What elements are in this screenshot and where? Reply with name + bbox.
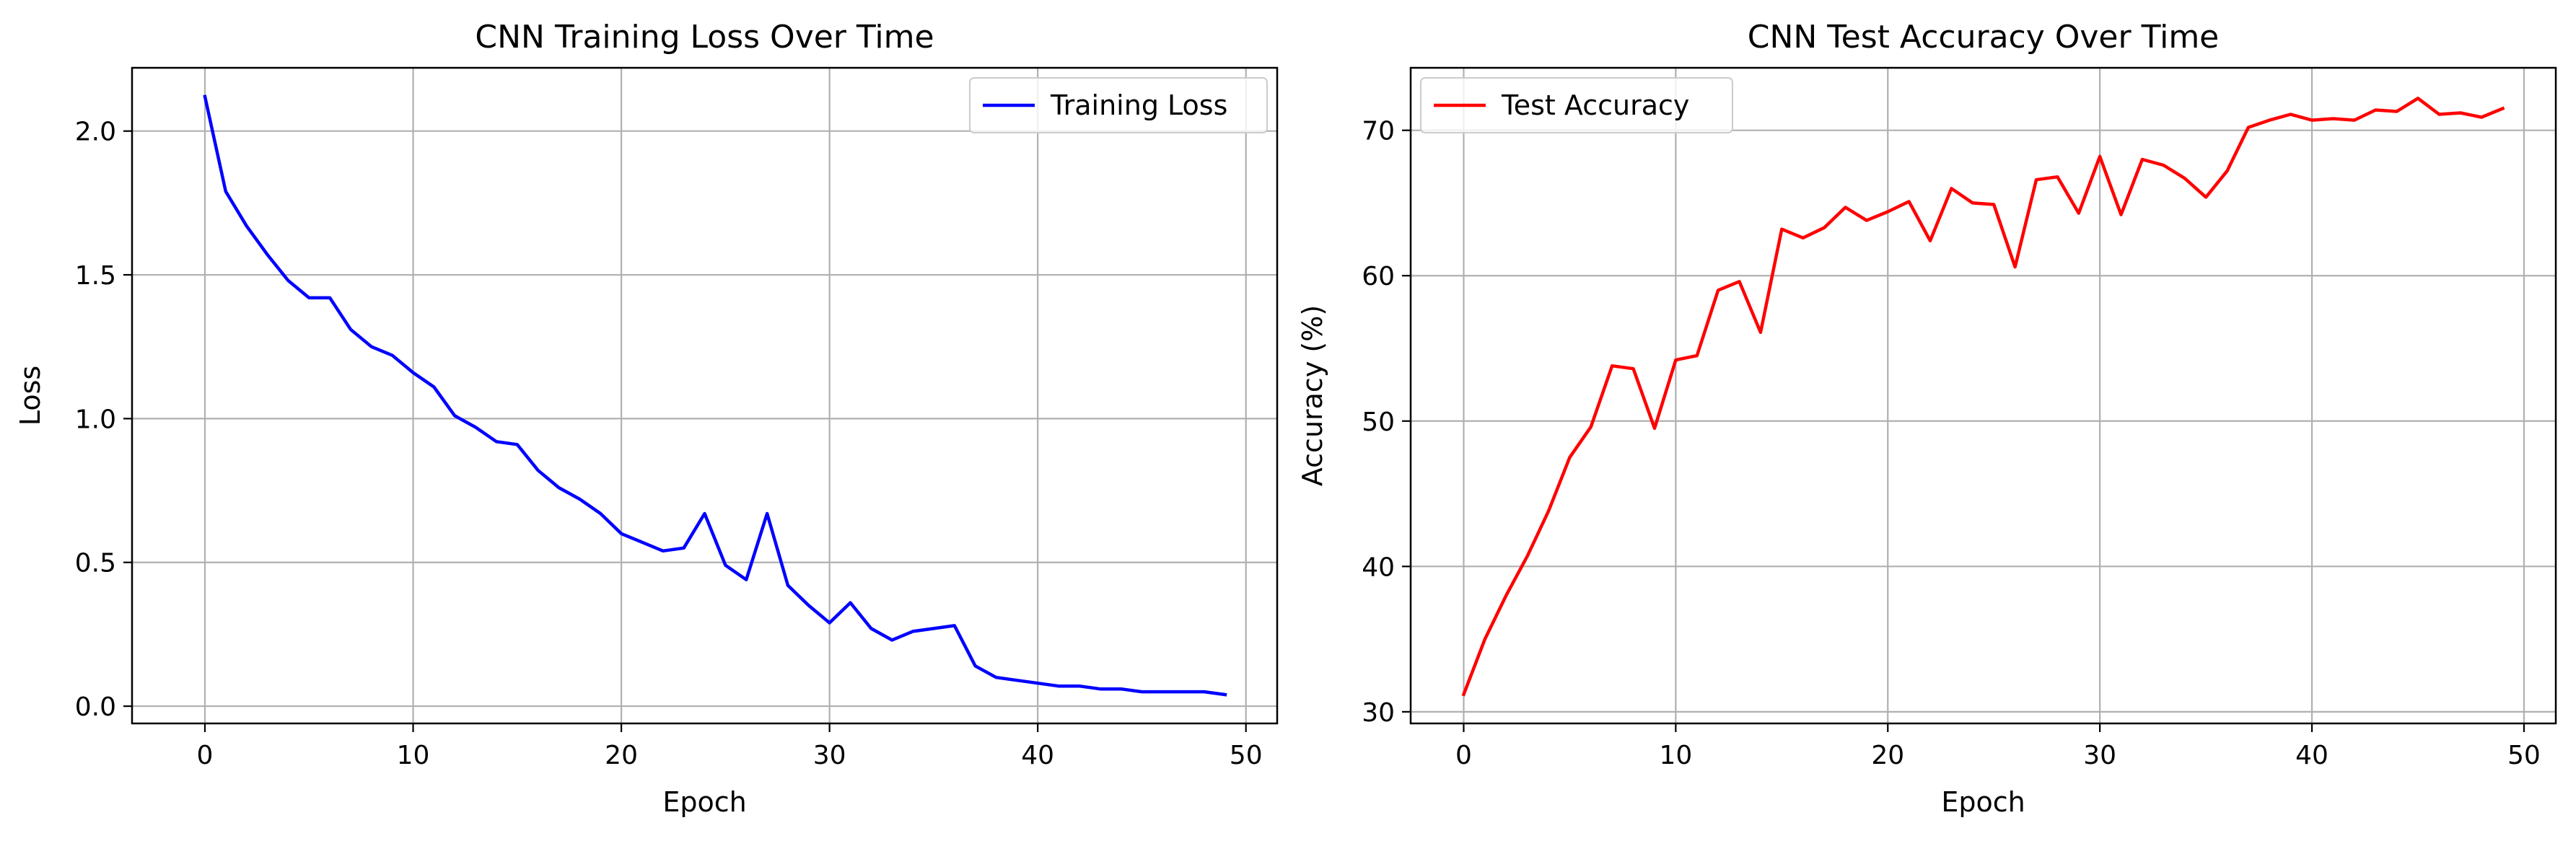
- loss-x-tick-label: 10: [397, 741, 430, 770]
- accuracy-x-tick-label: 10: [1659, 741, 1692, 770]
- accuracy-x-axis-label: Epoch: [1941, 786, 2025, 818]
- loss-y-axis-label: Loss: [14, 366, 46, 426]
- accuracy-plot-area: 0 10 20 30 40 50 30 40 50 60 70: [1362, 66, 2557, 770]
- loss-x-tick-label: 20: [605, 741, 638, 770]
- accuracy-x-tick-label: 30: [2083, 741, 2116, 770]
- accuracy-legend: Test Accuracy: [1420, 77, 1733, 133]
- loss-legend: Training Loss: [969, 77, 1268, 133]
- loss-legend-box: [969, 77, 1268, 133]
- loss-chart-title: CNN Training Loss Over Time: [475, 19, 934, 56]
- accuracy-y-axis-label: Accuracy (%): [1297, 305, 1328, 486]
- accuracy-y-tick-label: 60: [1362, 262, 1395, 291]
- accuracy-x-tick-label: 20: [1871, 741, 1904, 770]
- loss-plot-area: 0 10 20 30 40 50 0.0 0.5 1.0 1.5 2.0: [75, 66, 1279, 770]
- accuracy-x-tick-label: 0: [1455, 741, 1472, 770]
- accuracy-y-tick-label: 40: [1362, 552, 1395, 582]
- loss-x-tick-label: 30: [813, 741, 846, 770]
- accuracy-y-tick-label: 50: [1362, 408, 1395, 437]
- loss-y-tick-label: 2.0: [75, 118, 116, 147]
- accuracy-chart-panel: 0 10 20 30 40 50 30 40 50 60 70 CNN Test Accuracy …: [1297, 19, 2557, 818]
- accuracy-legend-box: [1420, 77, 1733, 133]
- loss-chart-panel: 0 10 20 30 40 50 0.0 0.5 1.0 1.5 2.0 CNN Training …: [14, 19, 1279, 818]
- loss-legend-label: Training Loss: [1050, 89, 1227, 121]
- accuracy-series-line: [1461, 97, 2505, 697]
- loss-x-tick-label: 40: [1021, 741, 1054, 770]
- accuracy-y-tick-label: 30: [1362, 698, 1395, 728]
- accuracy-chart-title: CNN Test Accuracy Over Time: [1748, 19, 2220, 56]
- loss-series-line: [203, 94, 1227, 697]
- loss-axes-frame: [131, 66, 1279, 725]
- loss-y-tick-label: 0.5: [75, 549, 116, 578]
- loss-x-axis-label: Epoch: [662, 786, 746, 818]
- loss-y-tick-label: 1.5: [75, 261, 116, 291]
- loss-x-tick-label: 0: [197, 741, 214, 770]
- accuracy-legend-label: Test Accuracy: [1501, 89, 1689, 121]
- accuracy-x-tick-label: 50: [2507, 741, 2541, 770]
- accuracy-y-tick-label: 70: [1362, 117, 1395, 146]
- accuracy-axes-frame: [1409, 66, 2557, 725]
- loss-y-tick-label: 0.0: [75, 692, 116, 722]
- accuracy-x-tick-label: 40: [2295, 741, 2329, 770]
- loss-y-tick-label: 1.0: [75, 405, 116, 434]
- loss-x-tick-label: 50: [1230, 741, 1263, 770]
